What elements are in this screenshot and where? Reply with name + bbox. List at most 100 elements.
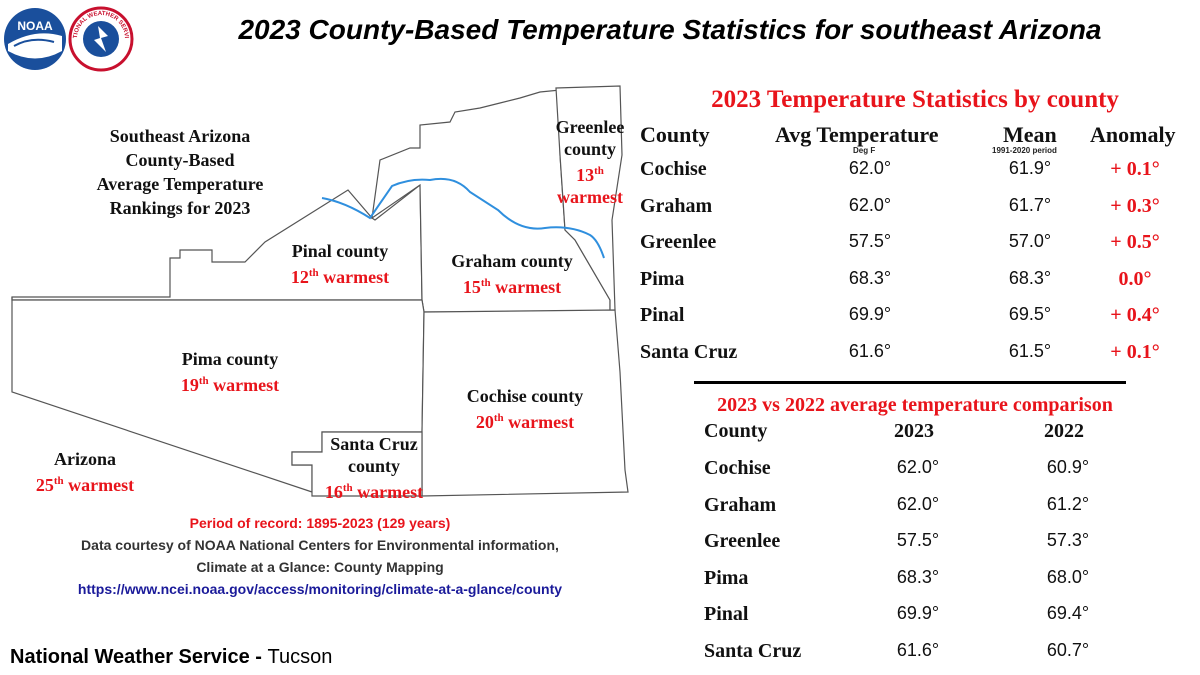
santa-cruz-rank: 16th warmest <box>324 482 424 502</box>
stats-row-anomaly: + 0.3° <box>1110 194 1160 217</box>
cochise-name: Cochise county <box>466 386 584 406</box>
compare-row-county: Cochise <box>704 457 771 479</box>
graham-name: Graham county <box>451 251 573 271</box>
arizona-name: Arizona <box>54 449 116 469</box>
compare-row-county: Pima <box>704 566 749 589</box>
stats-row-county: Pinal <box>640 304 685 326</box>
stats-row-county: Cochise <box>640 158 707 180</box>
compare-row-2022: 60.9° <box>1046 457 1090 477</box>
pima-label: Pima county 19th warmest <box>150 348 310 396</box>
graham-rank: 15th warmest <box>462 277 562 297</box>
footer-org: National Weather Service <box>10 646 250 668</box>
compare-header-2022: 2022 <box>1044 420 1084 442</box>
map-title: Southeast Arizona County-Based Average T… <box>50 124 310 220</box>
stats-row-avg: 57.5° <box>848 231 892 251</box>
compare-row-county: Pinal <box>704 603 749 625</box>
stats-header-avg: Avg Temperature <box>775 122 939 147</box>
pinal-name: Pinal county <box>291 241 389 261</box>
greenlee-label: Greenlee county 13th warmest <box>540 116 640 208</box>
pima-rank: 19th warmest <box>180 375 280 395</box>
stats-row-anomaly: 0.0° <box>1118 267 1152 290</box>
pinal-label: Pinal county 12th warmest <box>260 240 420 288</box>
cochise-label: Cochise county 20th warmest <box>440 385 610 433</box>
page-title: 2023 County-Based Temperature Statistics… <box>238 14 1102 45</box>
source-line: Climate at a Glance: County Mapping <box>196 559 444 575</box>
stats-row-mean: 68.3° <box>1008 267 1052 288</box>
source-line: Data courtesy of NOAA National Centers f… <box>81 537 559 553</box>
credits: Period of record: 1895-2023 (129 years) … <box>20 512 620 600</box>
stats-row-county: Greenlee <box>640 231 717 253</box>
stats-header-county: County <box>640 122 710 147</box>
stats-row-avg: 68.3° <box>848 267 892 288</box>
period-of-record: Period of record: 1895-2023 (129 years) <box>189 515 451 531</box>
county-map <box>11 85 629 497</box>
compare-row-2022: 60.7° <box>1046 639 1090 660</box>
map-title-line: County-Based <box>125 150 235 170</box>
greenlee-rank: 13th <box>576 165 604 185</box>
graham-label: Graham county 15th warmest <box>432 250 592 298</box>
stats-row-county: Santa Cruz <box>640 340 738 363</box>
table-divider <box>694 381 1126 384</box>
stats-row-county: Pima <box>640 267 685 290</box>
compare-header-2023: 2023 <box>894 420 934 442</box>
greenlee-rank-text: warmest <box>557 187 623 207</box>
stats-table-title: 2023 Temperature Statistics by county <box>711 86 1119 113</box>
compare-row-2023: 62.0° <box>896 457 940 477</box>
stats-header-mean-period: 1991-2020 period <box>992 146 1057 155</box>
stats-row-anomaly: + 0.1° <box>1110 340 1160 363</box>
footer-office: Tucson <box>267 646 333 668</box>
stats-row-mean: 61.5° <box>1008 340 1052 361</box>
pinal-rank: 12th warmest <box>290 267 390 287</box>
map-title-line: Southeast Arizona <box>109 126 251 146</box>
source-url-link[interactable]: https://www.ncei.noaa.gov/access/monitor… <box>77 581 563 597</box>
stats-row-avg: 69.9° <box>848 304 892 324</box>
santa-cruz-name-line: county <box>347 456 400 476</box>
map-title-line: Average Temperature <box>96 174 264 194</box>
compare-row-2023: 69.9° <box>896 603 940 623</box>
stats-row-mean: 61.9° <box>1008 158 1052 178</box>
compare-row-2023: 57.5° <box>896 530 940 550</box>
stats-row-avg: 61.6° <box>848 340 892 361</box>
compare-row-county: Graham <box>704 493 777 516</box>
pima-name: Pima county <box>181 349 279 369</box>
footer: National Weather Service - Tucson <box>10 646 332 669</box>
noaa-logo: NOAA <box>4 8 66 70</box>
greenlee-name-line: Greenlee <box>555 117 625 137</box>
stats-row-avg: 62.0° <box>848 158 892 178</box>
noaa-logo-text: NOAA <box>17 19 53 33</box>
santa-cruz-label: Santa Cruz county 16th warmest <box>306 433 442 503</box>
cochise-rank: 20th warmest <box>475 412 575 432</box>
stats-row-mean: 61.7° <box>1008 194 1052 215</box>
stats-row-mean: 69.5° <box>1008 304 1052 324</box>
gila-river <box>321 177 605 259</box>
greenlee-name-line: county <box>563 139 616 159</box>
arizona-label: Arizona 25th warmest <box>10 448 160 496</box>
santa-cruz-county-shape <box>291 431 423 497</box>
county-boundaries <box>11 85 629 497</box>
compare-header-county: County <box>704 420 768 442</box>
compare-row-county: Greenlee <box>704 530 781 552</box>
compare-row-2023: 62.0° <box>896 493 940 514</box>
compare-row-county: Santa Cruz <box>704 639 802 662</box>
stats-row-anomaly: + 0.1° <box>1110 158 1160 180</box>
stats-row-county: Graham <box>640 194 713 217</box>
arizona-rank: 25th warmest <box>35 475 135 495</box>
compare-table-title: 2023 vs 2022 average temperature compari… <box>717 394 1113 416</box>
stats-header-mean: Mean <box>1003 122 1057 147</box>
compare-row-2022: 68.0° <box>1046 566 1090 587</box>
map-title-line: Rankings for 2023 <box>109 198 251 218</box>
stats-header-anomaly: Anomaly <box>1090 122 1176 147</box>
compare-row-2022: 69.4° <box>1046 603 1090 623</box>
stats-row-mean: 57.0° <box>1008 231 1052 251</box>
compare-row-2022: 61.2° <box>1046 493 1090 514</box>
compare-row-2023: 68.3° <box>896 566 940 587</box>
compare-row-2022: 57.3° <box>1046 530 1090 550</box>
stats-row-anomaly: + 0.4° <box>1110 304 1160 326</box>
stats-row-anomaly: + 0.5° <box>1110 231 1160 253</box>
stats-row-avg: 62.0° <box>848 194 892 215</box>
nws-logo: NATIONAL WEATHER SERVICE <box>68 6 134 72</box>
santa-cruz-name-line: Santa Cruz <box>330 434 418 454</box>
compare-row-2023: 61.6° <box>896 639 940 660</box>
footer-separator: - <box>249 646 268 668</box>
stats-header-avg-unit: Deg F <box>853 146 876 155</box>
